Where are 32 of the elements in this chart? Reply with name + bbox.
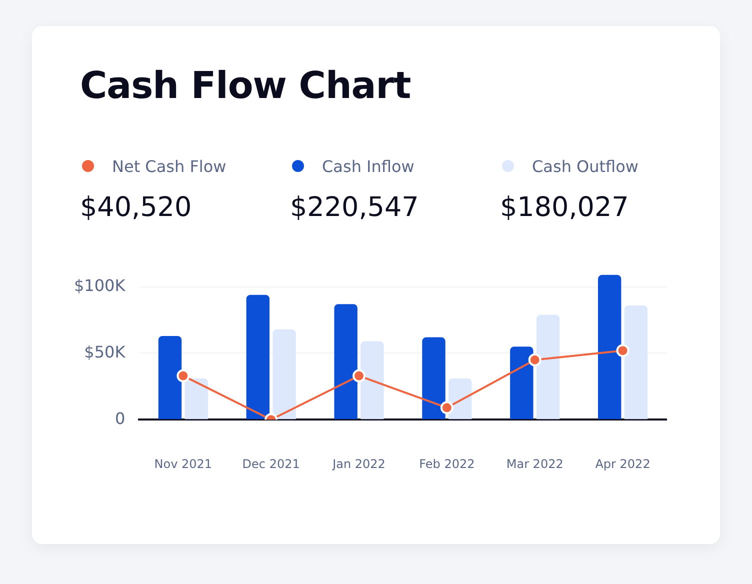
x-tick-label: Mar 2022 [506, 456, 564, 471]
point [616, 344, 630, 358]
point [352, 369, 366, 382]
bar [246, 294, 270, 420]
bar [536, 314, 560, 420]
x-tick-label: Jan 2022 [332, 456, 386, 471]
x-tick-label: Nov 2021 [154, 456, 212, 471]
bar [184, 378, 208, 420]
legend-label: Cash Inflow [322, 156, 414, 176]
point [528, 353, 542, 366]
bar [422, 337, 446, 420]
legend-label: Cash Outflow [532, 156, 638, 176]
x-tick-label: Feb 2022 [419, 456, 475, 471]
y-tick-label: $100K [74, 276, 126, 296]
x-tick-label: Dec 2021 [242, 456, 300, 471]
legend-label: Net Cash Flow [112, 156, 226, 176]
bar [158, 336, 182, 420]
text: $220,547 [290, 192, 420, 223]
bar [272, 329, 296, 420]
y-tick-label: $50K [84, 342, 126, 362]
y-tick-label: 0 [115, 408, 126, 428]
bar [360, 341, 384, 420]
bar [334, 304, 358, 420]
chart-title: Cash Flow Chart [80, 64, 411, 107]
point [176, 369, 190, 382]
text: $180,027 [500, 192, 630, 223]
bar [598, 274, 622, 420]
text: $40,520 [80, 192, 193, 223]
point [440, 401, 454, 414]
bar [510, 346, 534, 420]
x-tick-label: Apr 2022 [595, 456, 650, 471]
bar [624, 305, 648, 420]
